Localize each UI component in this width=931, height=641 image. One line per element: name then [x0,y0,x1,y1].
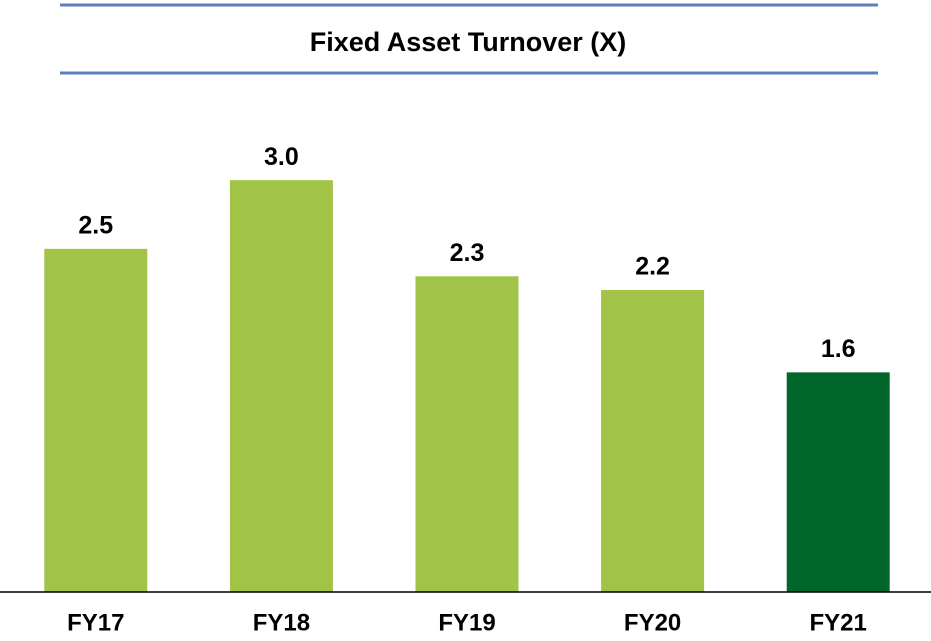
chart-title: Fixed Asset Turnover (X) [310,27,627,57]
bar [601,290,705,592]
bar [44,248,148,592]
bar [786,372,890,592]
x-tick-label: FY17 [67,609,124,636]
value-label: 2.2 [635,253,670,281]
x-tick-label: FY21 [810,609,867,636]
value-label: 2.5 [78,211,113,239]
value-label: 3.0 [264,143,299,171]
x-tick-label: FY20 [624,609,681,636]
x-tick-label: FY18 [253,609,310,636]
bar [415,276,519,592]
value-label: 1.6 [821,335,856,363]
value-label: 2.3 [450,239,485,267]
x-tick-label: FY19 [438,609,495,636]
bar [229,180,333,592]
